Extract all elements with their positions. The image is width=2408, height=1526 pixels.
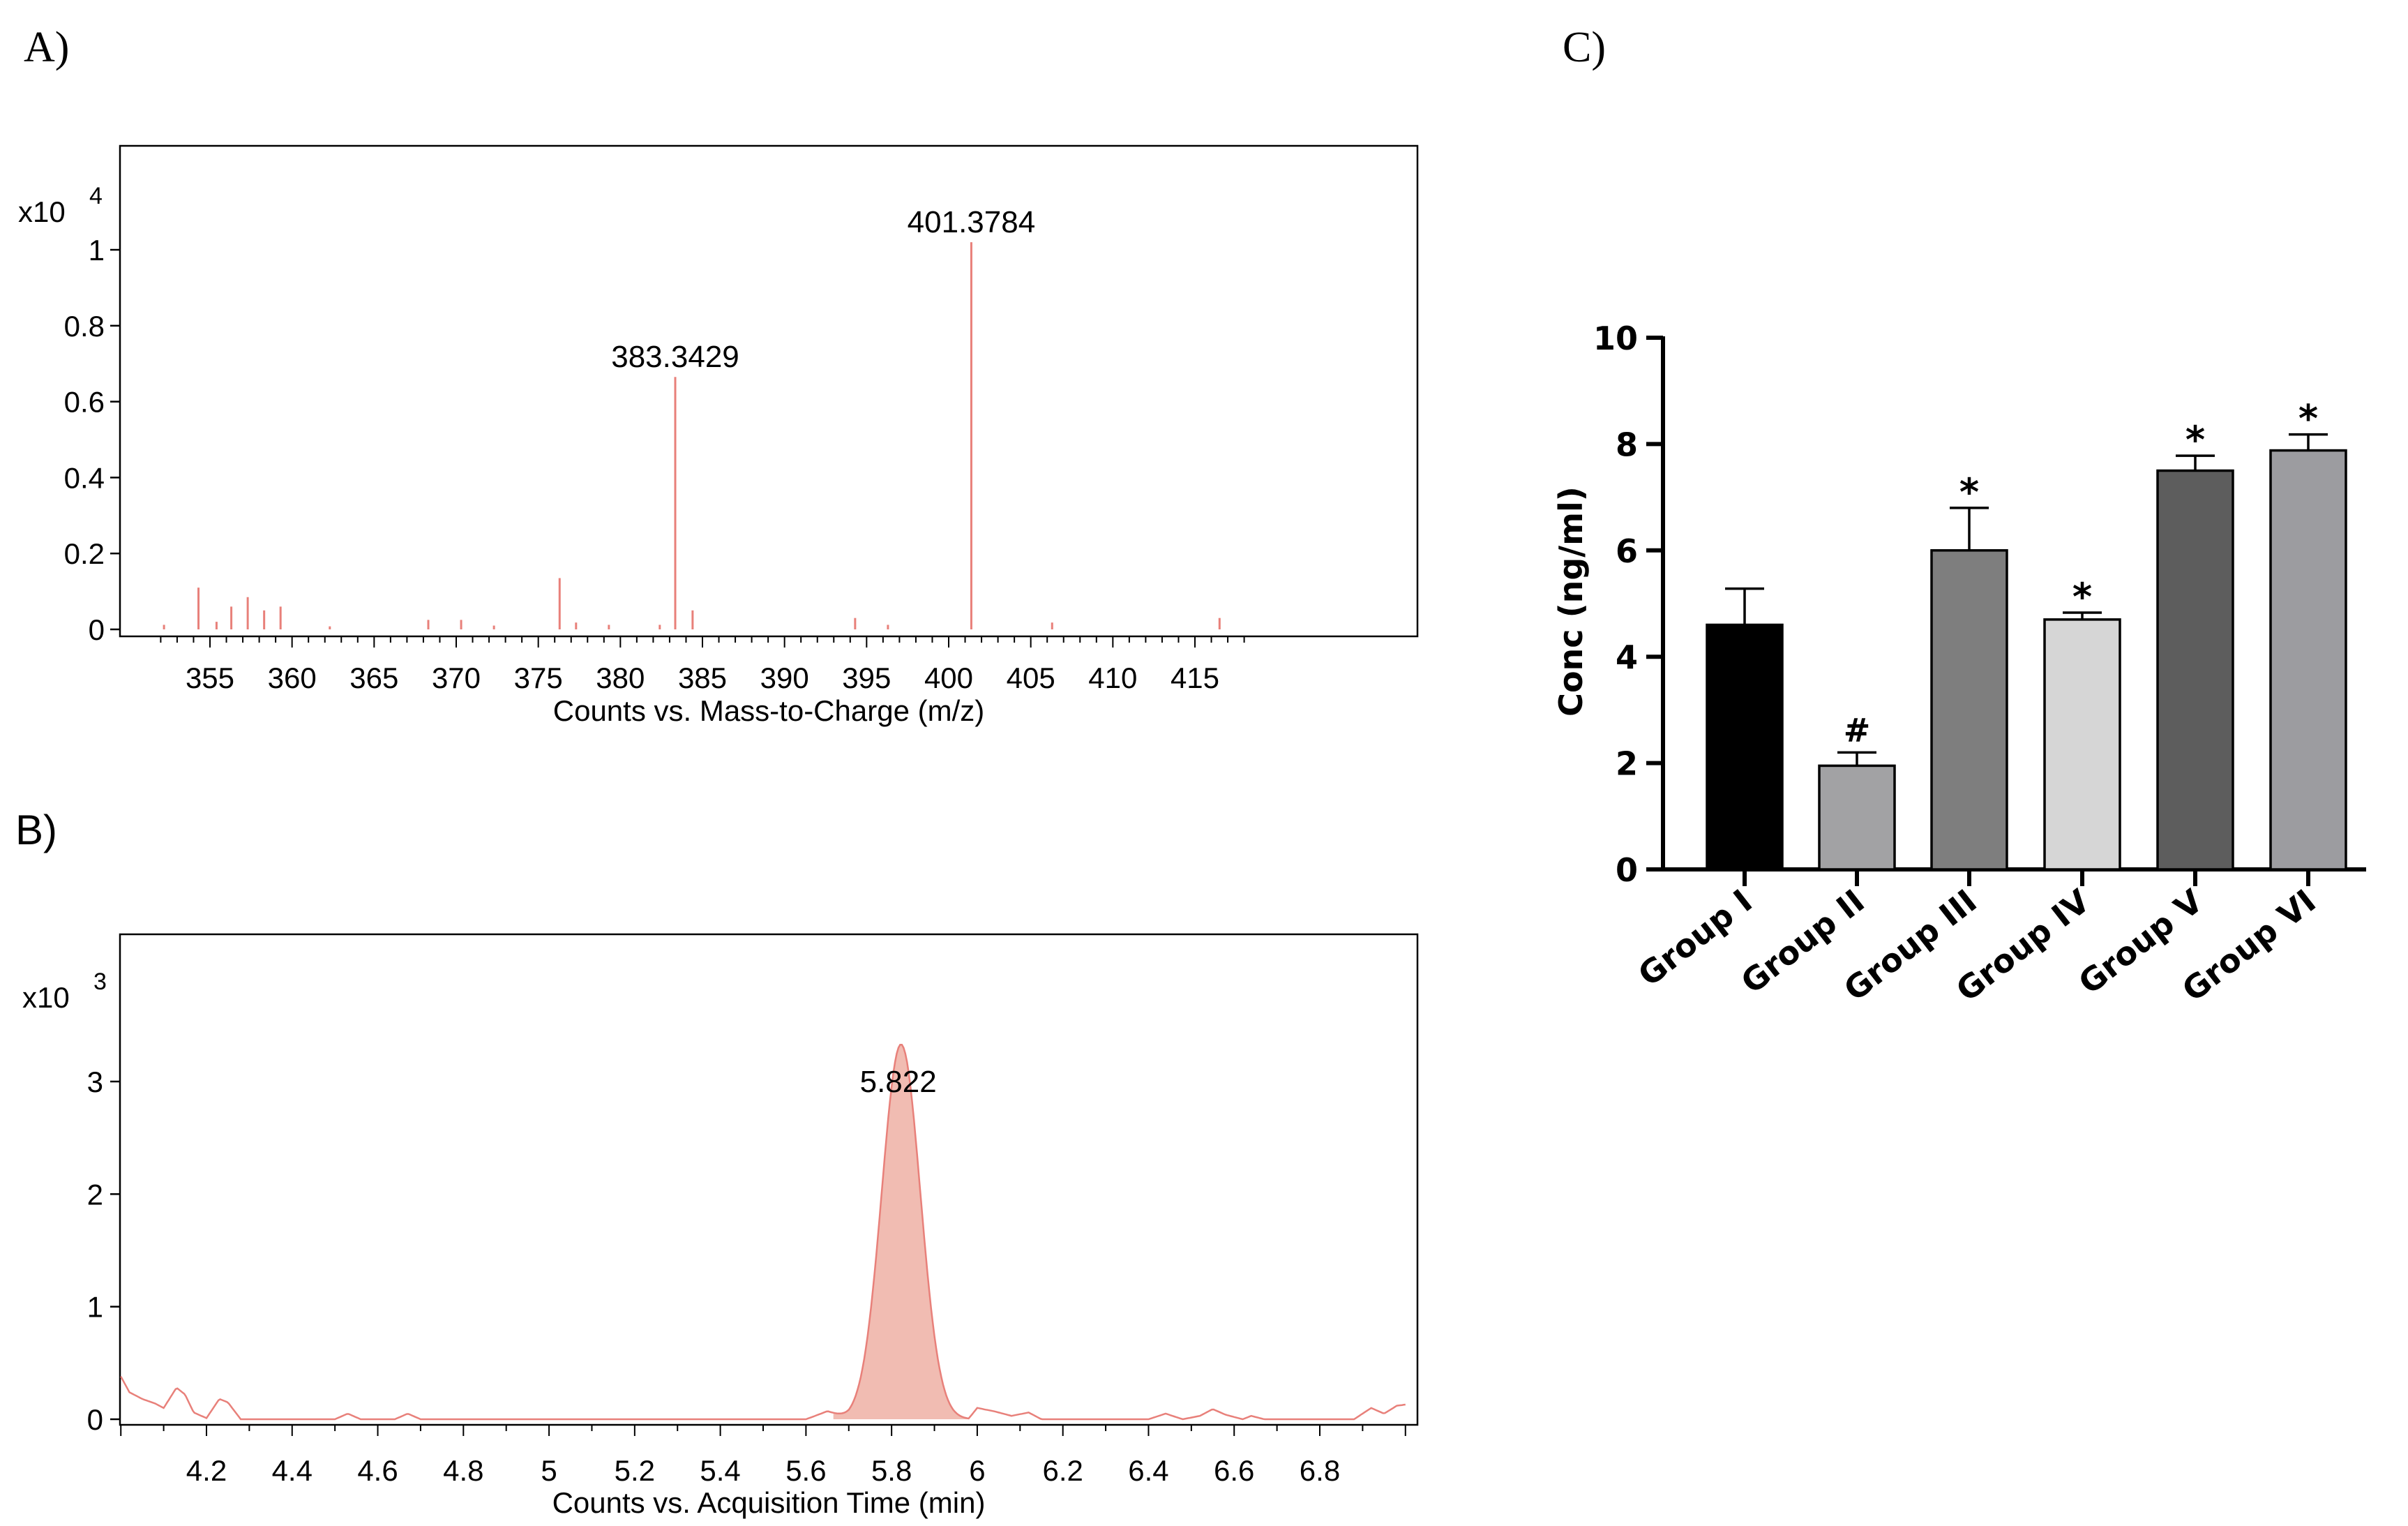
panel-b-y-tick-label: 2	[87, 1178, 103, 1211]
panel-b-trace-line	[120, 1044, 1406, 1421]
panel-b-peak-area	[833, 1045, 969, 1419]
panel-b-multiplier-exponent: 3	[93, 968, 107, 995]
panel-a-x-axis-title: Counts vs. Mass-to-Charge (m/z)	[553, 694, 984, 727]
panel-c-y-axis-title: Conc (ng/ml)	[1552, 486, 1590, 717]
panel-a-plot-frame	[119, 144, 1419, 638]
panel-b-x-tick-label: 4.2	[186, 1454, 227, 1487]
panel-b-x-tick-label: 5.8	[871, 1454, 912, 1487]
panel-c-bar	[1818, 764, 1896, 871]
panel-c-bar	[1706, 623, 1784, 871]
panel-c-y-tick-label: 4	[1616, 638, 1638, 676]
panel-a-peak-label: 383.3429	[611, 340, 739, 374]
panel-b-x-tick-label: 5	[541, 1454, 557, 1487]
panel-c-significance-mark: *	[1959, 470, 1979, 514]
panel-b-x-tick-label: 4.8	[443, 1454, 483, 1487]
panel-b-x-tick-label: 6.6	[1214, 1454, 1254, 1487]
panel-b-x-tick-label: 4.6	[357, 1454, 398, 1487]
panel-b-y-tick-label: 1	[87, 1291, 103, 1324]
panel-b-x-tick-label: 6.2	[1042, 1454, 1083, 1487]
panel-a-x-tick-label: 390	[760, 661, 809, 694]
panel-b-chromatogram: B) x10 3 0 1 2 3 4.2 4.4 4.6 4.8 5 5.2 5.4 5.6 5.8 6…	[15, 807, 1419, 1519]
panel-b-x-tick-label: 4.4	[272, 1454, 313, 1487]
panel-a-y-tick-label: 0.2	[64, 537, 105, 570]
panel-a-y-tick-label: 0.6	[64, 386, 105, 419]
panel-b-x-axis-title: Counts vs. Acquisition Time (min)	[552, 1486, 986, 1519]
panel-c-bar	[2043, 618, 2121, 871]
panel-a-x-tick-label: 405	[1007, 661, 1055, 694]
panel-b-peak-label: 5.822	[860, 1065, 937, 1099]
panel-a-y-tick-label: 0.8	[64, 310, 105, 343]
panel-a-y-tick-label: 1	[89, 234, 105, 267]
panel-a-x-tick-label: 415	[1171, 661, 1219, 694]
panel-a-multiplier-base: x10	[18, 195, 66, 228]
panel-b-x-tick-label: 6.4	[1128, 1454, 1168, 1487]
panel-a-label: A)	[24, 24, 69, 71]
panel-c-y-tick-label: 6	[1616, 532, 1638, 570]
panel-b-y-tick-label: 3	[87, 1065, 103, 1098]
panel-b-y-tick-label: 0	[87, 1403, 103, 1436]
panel-c-significance-mark: *	[2185, 418, 2205, 462]
panel-c-bar	[2156, 469, 2234, 871]
panel-a-x-tick-label: 370	[432, 661, 481, 694]
panel-a-x-tick-label: 400	[924, 661, 973, 694]
panel-a-x-tick-label: 355	[186, 661, 234, 694]
panel-c-y-tick-label: 8	[1616, 426, 1638, 463]
panel-c-significance-mark: *	[2298, 397, 2318, 441]
panel-b-multiplier-base: x10	[22, 981, 70, 1014]
panel-a-x-tick-label: 360	[268, 661, 317, 694]
panel-c-significance-mark: *	[2072, 575, 2092, 619]
panel-b-plot-frame	[119, 933, 1419, 1426]
panel-a-x-tick-label: 385	[678, 661, 727, 694]
panel-b-label: B)	[15, 807, 57, 853]
panel-a-peak-label: 401.3784	[908, 205, 1036, 239]
panel-b-x-tick-label: 6	[969, 1454, 985, 1487]
panel-c-y-tick-label: 0	[1616, 851, 1638, 889]
panel-b-x-tick-label: 5.6	[785, 1454, 826, 1487]
panel-a-x-tick-label: 410	[1088, 661, 1137, 694]
panel-b-x-tick-label: 5.4	[700, 1454, 740, 1487]
panel-a-x-tick-label: 365	[349, 661, 398, 694]
panel-b-x-tick-label: 5.2	[615, 1454, 655, 1487]
panel-a-y-tick-label: 0	[89, 613, 105, 646]
panel-c-bar	[1930, 549, 2008, 871]
panel-c-significance-mark: #	[1844, 711, 1871, 749]
panel-b-x-tick-label: 6.8	[1300, 1454, 1340, 1487]
panel-c-label: C)	[1563, 24, 1606, 71]
panel-a-x-tick-label: 395	[842, 661, 891, 694]
panel-c-bar	[2269, 449, 2347, 871]
panel-c-y-tick-label: 10	[1593, 320, 1638, 357]
panel-a-y-tick-label: 0.4	[64, 461, 105, 494]
panel-a-multiplier-exponent: 4	[89, 183, 103, 209]
panel-a-mass-spectrum: A) x10 4 0 0.2 0.4 0.6 0.8 1 355 360 365 370 375 3…	[18, 24, 1419, 727]
panel-c-y-tick-label: 2	[1616, 745, 1638, 783]
panel-a-x-tick-label: 380	[596, 661, 645, 694]
panel-a-x-tick-label: 375	[514, 661, 563, 694]
